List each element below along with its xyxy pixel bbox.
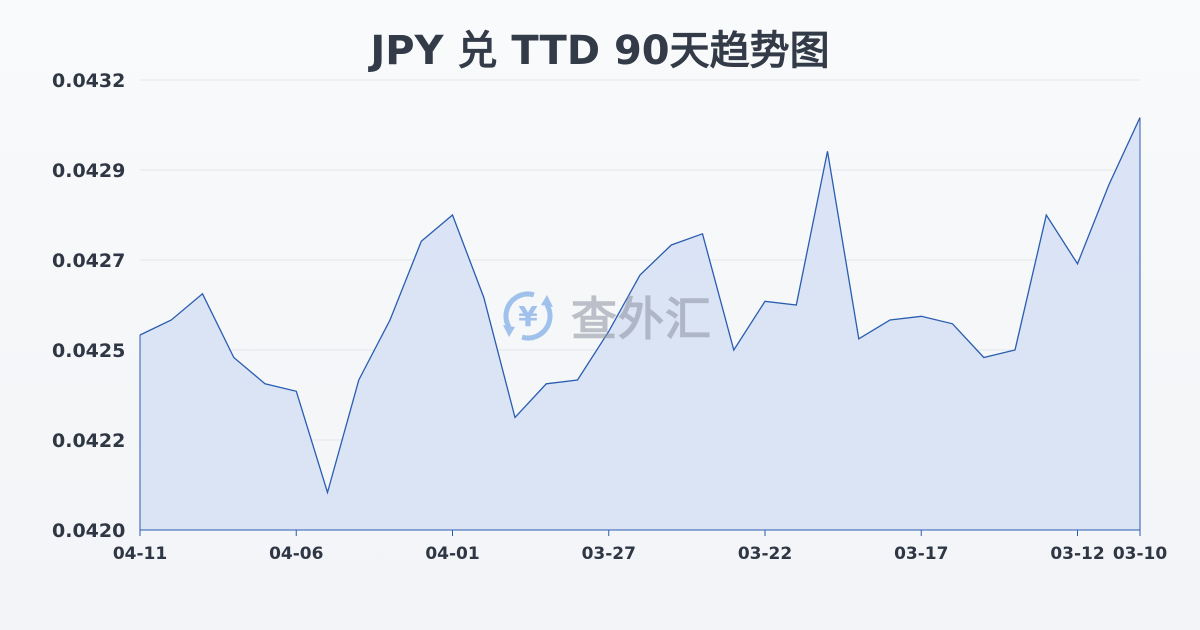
x-tick-label: 03-10 <box>1113 544 1168 564</box>
watermark-text: 查外汇 <box>571 292 712 346</box>
yen-exchange-icon: ¥ <box>503 291 553 341</box>
chart-title: JPY 兑 TTD 90天趋势图 <box>370 28 830 74</box>
y-tick-label: 0.0427 <box>52 250 125 272</box>
x-tick-label: 03-27 <box>582 544 636 564</box>
x-tick-label: 04-11 <box>113 544 167 564</box>
x-tick-label: 04-01 <box>425 544 479 564</box>
y-tick-label: 0.0432 <box>52 70 125 92</box>
series-line <box>139 117 1141 495</box>
yen-symbol: ¥ <box>518 300 538 333</box>
watermark: ¥ 查外汇 <box>497 285 712 347</box>
x-tick-label: 03-22 <box>738 544 792 564</box>
y-tick-labels: 0.0420 0.0422 0.0425 0.0427 0.0429 0.0432 <box>52 70 125 542</box>
x-tick-label: 04-06 <box>269 544 323 564</box>
x-tick-label: 03-12 <box>1050 544 1104 564</box>
x-tick-label: 03-17 <box>894 544 948 564</box>
y-tick-label: 0.0429 <box>52 160 125 182</box>
area-fill <box>140 117 1140 530</box>
y-tick-label: 0.0420 <box>52 520 125 542</box>
y-tick-label: 0.0425 <box>52 340 125 362</box>
y-tick-label: 0.0422 <box>52 430 125 452</box>
x-tick-labels: 04-11 04-06 04-01 03-27 03-22 03-17 03-12 03-10 <box>113 530 1168 564</box>
